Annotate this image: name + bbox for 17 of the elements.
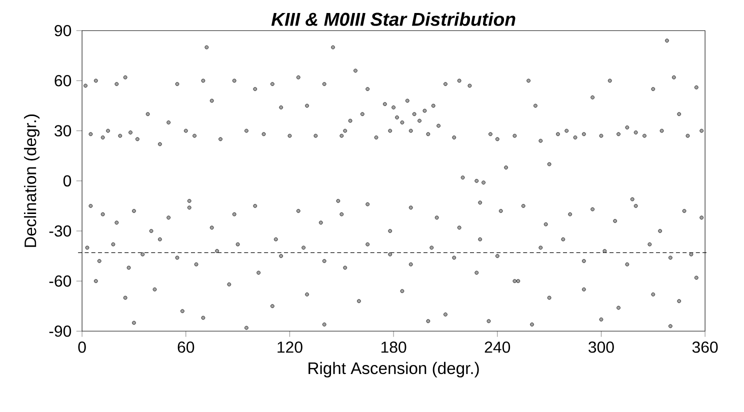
y-tick-label: -30 <box>49 225 72 237</box>
x-tick-label: 180 <box>381 342 406 353</box>
y-axis-title: Declination (degr.) <box>24 114 40 247</box>
x-tick-label: 120 <box>278 342 302 353</box>
y-tick-label: -90 <box>49 325 72 337</box>
x-tick-label: 360 <box>692 342 718 353</box>
y-tick-label: 30 <box>54 125 72 136</box>
x-axis-title: Right Ascension (degr.) <box>308 362 479 378</box>
chart-title: KIII & M0III Star Distribution <box>271 12 516 26</box>
y-tick-label: 90 <box>54 24 72 36</box>
x-tick-label: 60 <box>178 342 194 353</box>
y-tick-label: 60 <box>54 75 72 86</box>
x-tick-label: 240 <box>484 342 510 353</box>
x-tick-label: 300 <box>588 342 614 353</box>
y-tick-label: 0 <box>63 175 72 186</box>
y-tick-label: -60 <box>49 275 72 287</box>
x-tick-label: 0 <box>78 342 86 353</box>
